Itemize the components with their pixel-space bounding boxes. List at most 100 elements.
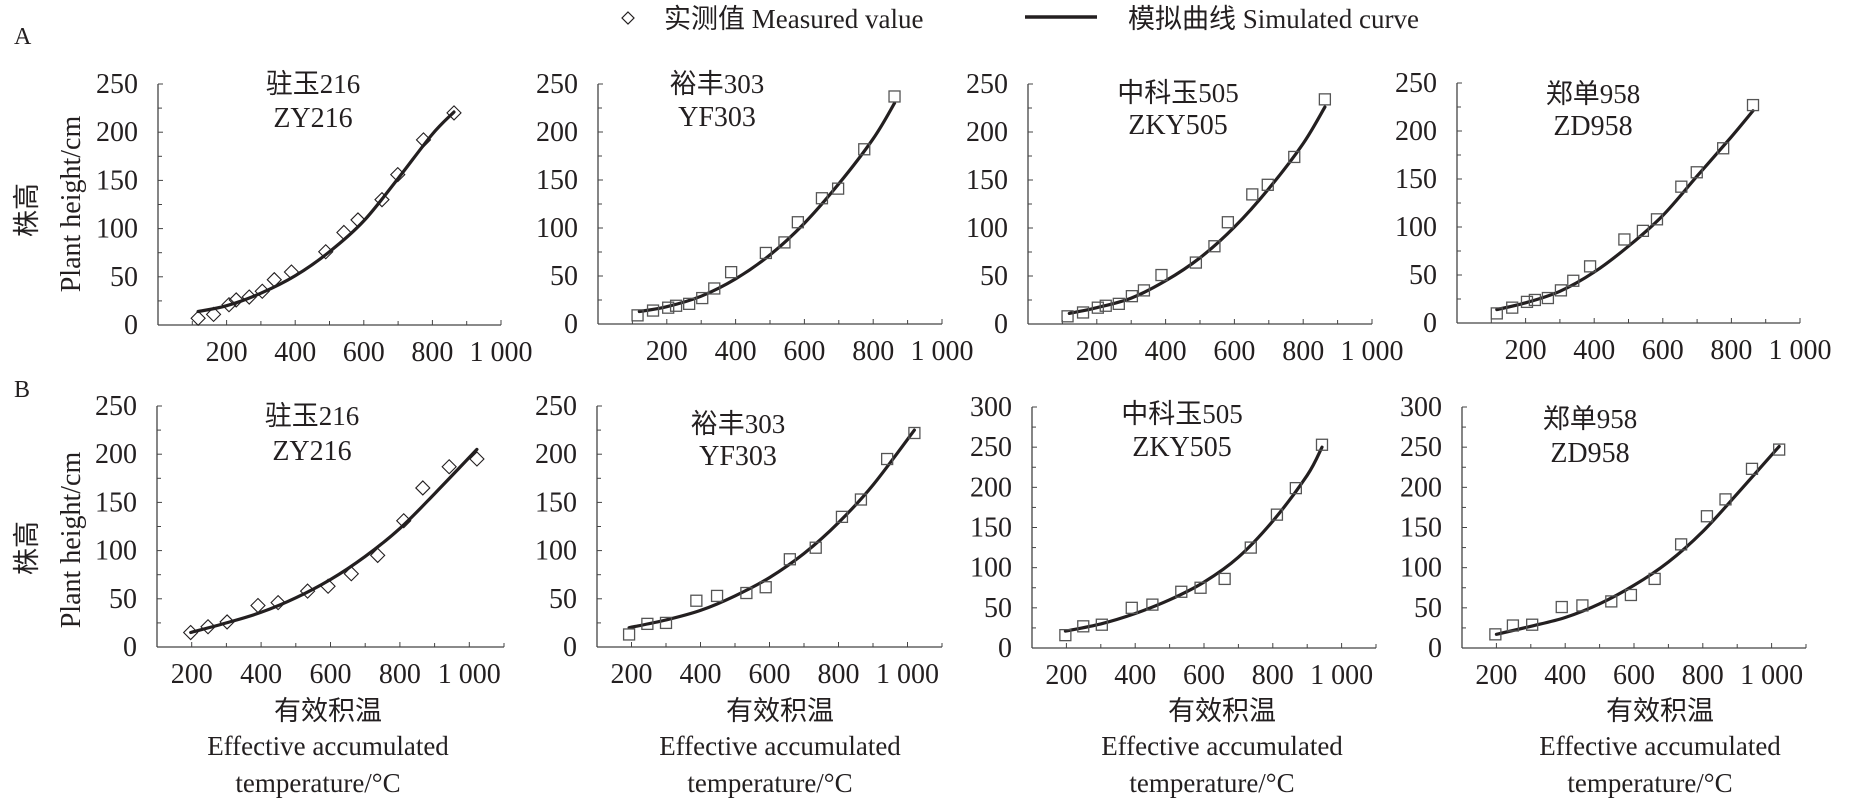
measured-point <box>696 291 709 305</box>
measured-point <box>1773 443 1786 456</box>
x-tick-label: 200 <box>1505 335 1547 366</box>
ylabel-en-row-a: Plant height/cm <box>56 116 87 293</box>
x-tick-label: 400 <box>680 659 722 690</box>
x-tick-label: 1 000 <box>470 337 533 368</box>
measured-point <box>1244 541 1257 554</box>
measured-point <box>1099 299 1112 312</box>
y-tick-label: 0 <box>1428 633 1442 664</box>
panel-title-en: ZKY505 <box>1128 110 1228 141</box>
panel-a3: 0 50 100 150 200 250 200 400 600 800 1 000 中科玉505ZK… <box>966 69 1404 367</box>
simulated-curve <box>1494 444 1781 636</box>
measured-point <box>622 628 636 641</box>
y-tick-label: 250 <box>966 69 1008 100</box>
measured-point <box>831 182 845 195</box>
panel-a4: 0 50 100 150 200 250 200 400 600 800 1 000 郑单958ZD9… <box>1395 68 1832 366</box>
measured-point <box>1112 297 1125 310</box>
y-tick-label: 0 <box>564 309 578 340</box>
measured-point <box>250 597 266 614</box>
x-tick-label: 200 <box>1045 660 1087 691</box>
panel-title-en: ZD958 <box>1550 438 1629 469</box>
x-tick-label: 800 <box>1682 660 1724 691</box>
measured-point <box>708 282 721 295</box>
y-tick-label: 200 <box>970 472 1012 503</box>
measured-point <box>1194 581 1207 594</box>
x-tick-label: 1 000 <box>876 659 939 690</box>
measured-point <box>1650 213 1664 226</box>
y-tick-label: 100 <box>96 214 138 245</box>
legend-diamond-marker-icon <box>621 11 635 25</box>
x-tick-label: 400 <box>274 337 316 368</box>
measured-point <box>1674 538 1688 551</box>
y-tick-label: 200 <box>966 117 1008 148</box>
panel-title-en: ZKY505 <box>1132 432 1232 463</box>
simulated-curve <box>627 428 916 630</box>
measured-point <box>1690 166 1703 179</box>
measured-point <box>270 594 286 611</box>
simulated-curve <box>196 110 456 314</box>
measured-point <box>759 581 772 594</box>
y-tick-label: 0 <box>124 310 138 341</box>
measured-point <box>1555 600 1568 614</box>
measured-point <box>669 299 683 312</box>
panel-title-cn: 驻玉216 <box>265 401 360 431</box>
x-tick-label: 1 000 <box>1740 660 1803 691</box>
measured-point <box>809 541 822 554</box>
y-tick-label: 100 <box>1400 553 1442 584</box>
measured-point <box>1618 233 1631 246</box>
panel-title-en: YF303 <box>678 102 756 133</box>
panel-title-en: YF303 <box>699 441 777 472</box>
measured-point <box>690 594 703 607</box>
panel-title-cn: 郑单958 <box>1543 404 1638 434</box>
measured-point <box>662 301 675 314</box>
y-tick-label: 300 <box>1400 392 1442 423</box>
y-tick-label: 100 <box>536 213 578 244</box>
row-label-a: A <box>14 24 32 50</box>
legend-simulated-label: 模拟曲线 Simulated curve <box>1128 4 1419 34</box>
measured-point <box>740 586 753 600</box>
x-tick-label: 600 <box>1613 660 1655 691</box>
measured-point <box>759 246 773 260</box>
x-tick-label: 1 000 <box>911 336 974 367</box>
measured-point <box>1554 284 1568 297</box>
measured-point <box>1288 150 1301 164</box>
measured-point <box>1506 301 1519 314</box>
measured-point <box>1675 180 1688 193</box>
measured-point <box>1520 295 1534 309</box>
y-tick-label: 150 <box>970 513 1012 544</box>
measured-point <box>1289 481 1302 495</box>
measured-point <box>228 292 244 308</box>
x-tick-label: 200 <box>611 659 653 690</box>
y-tick-label: 250 <box>95 391 137 422</box>
x-tick-label: 800 <box>852 336 894 367</box>
measured-point <box>835 510 849 524</box>
measured-point <box>283 264 300 280</box>
y-tick-label: 200 <box>536 117 578 148</box>
measured-point <box>724 266 738 279</box>
measured-point <box>1506 619 1520 632</box>
panel-title-cn: 中科玉505 <box>1117 78 1239 108</box>
x-tick-label: 400 <box>1114 660 1156 691</box>
x-tick-label: 200 <box>1475 660 1517 691</box>
y-tick-label: 100 <box>535 536 577 567</box>
panel-b1: 0 50 100 150 200 250 200 400 600 800 1 000 驻玉216 ZY2… <box>95 391 505 690</box>
y-tick-label: 50 <box>984 593 1012 624</box>
measured-point <box>1567 274 1580 287</box>
xlabel-cn: 有效积温 <box>1168 696 1276 726</box>
simulated-curve <box>637 101 897 314</box>
xlabel-panel-b3: 有效积温 Effective accumulated temperature/°… <box>1101 696 1343 798</box>
xlabel-en-line1: Effective accumulated <box>1101 731 1343 761</box>
measured-point <box>1261 178 1274 191</box>
measured-point <box>1745 462 1759 476</box>
measured-point <box>659 616 673 630</box>
measured-point <box>1077 620 1090 633</box>
measured-point <box>441 458 457 475</box>
x-tick-label: 200 <box>206 337 248 368</box>
measured-point <box>1700 510 1714 523</box>
panel-title-en: ZD958 <box>1553 111 1632 142</box>
measured-point <box>254 283 271 300</box>
y-tick-label: 150 <box>1395 164 1437 195</box>
measured-point <box>219 614 235 630</box>
y-tick-label: 250 <box>96 69 138 100</box>
measured-point <box>1576 599 1589 612</box>
x-tick-label: 1 000 <box>1341 336 1404 367</box>
